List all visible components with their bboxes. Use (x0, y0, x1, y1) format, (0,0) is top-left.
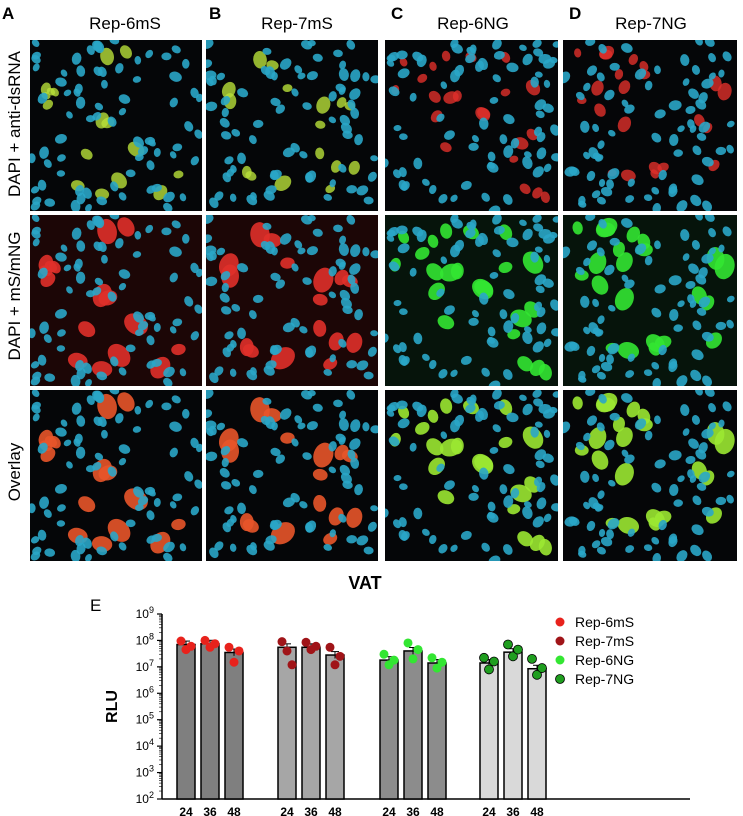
x-tick-label: 36 (406, 805, 420, 816)
data-point-rep-6ng (432, 663, 442, 673)
data-point-rep-6ng (403, 638, 413, 648)
micrograph-rep-7ms-row-3 (206, 390, 378, 561)
data-point-rep-6ms (229, 657, 239, 667)
bar-rep-7ng-24h (479, 662, 499, 800)
micrograph-rep-6ms-row-1 (30, 40, 202, 211)
micrograph-rep-7ng-row-3 (563, 390, 737, 561)
data-point-rep-7ng (503, 639, 513, 650)
chart-title: VAT (348, 573, 381, 593)
data-point-rep-6ms (210, 639, 220, 649)
data-point-rep-7ng (513, 644, 523, 655)
micrograph-rep-6ng-row-3 (385, 390, 558, 561)
data-point-rep-7ms (287, 660, 297, 670)
bar-rep-7ms-48h (325, 654, 345, 800)
data-point-rep-7ng (537, 663, 547, 673)
data-point-rep-7ms (311, 641, 321, 651)
y-axis-label: RLU (104, 690, 121, 723)
micrograph-rep-6ms-row-3 (30, 390, 202, 561)
bar-rep-6ms-48h (224, 651, 244, 800)
x-tick-label: 48 (328, 805, 342, 816)
bar-rep-7ms-36h (301, 646, 321, 800)
data-point-rep-7ms (330, 660, 340, 670)
column-title-rep-7ng: Rep-7NG (615, 14, 687, 33)
x-tick-label: 24 (179, 805, 193, 816)
legend-label-rep-6ms: Rep-6mS (575, 614, 634, 630)
data-point-rep-7ng (527, 654, 537, 664)
column-title-rep-7ms: Rep-7mS (261, 14, 333, 33)
row-label-dsrna: DAPI + anti-dsRNA (5, 51, 24, 197)
data-point-rep-6ms (186, 641, 196, 651)
micrograph-rep-7ng-row-1 (563, 40, 737, 211)
x-tick-label: 48 (227, 805, 241, 816)
data-point-rep-7ng (508, 651, 518, 662)
legend-marker-rep-6ng (555, 655, 565, 665)
legend-marker-rep-7ng (555, 674, 565, 684)
bar-rep-7ng-48h (527, 667, 547, 800)
x-tick-label: 48 (530, 805, 544, 816)
x-tick-label: 24 (482, 805, 496, 816)
y-tick-label: 102 (136, 790, 154, 806)
legend-label-rep-7ms: Rep-7mS (575, 633, 634, 649)
y-tick-label: 109 (136, 605, 154, 621)
x-tick-label: 36 (304, 805, 318, 816)
data-point-rep-6ms (234, 646, 244, 656)
x-tick-label: 36 (203, 805, 217, 816)
data-point-rep-6ms (200, 635, 210, 645)
data-point-rep-7ms (335, 651, 345, 661)
micrograph-rep-6ng-row-2 (385, 215, 558, 386)
data-point-rep-7ng (489, 656, 499, 667)
y-tick-label: 104 (136, 737, 154, 753)
data-point-rep-6ng (413, 645, 423, 655)
row-label-fluorescent-protein: DAPI + mS/mNG (5, 231, 24, 361)
bar-rep-6ms-36h (200, 642, 220, 800)
legend-marker-rep-6ms (555, 617, 565, 627)
column-title-rep-6ng: Rep-6NG (437, 14, 509, 33)
legend-marker-rep-7ms (555, 636, 565, 646)
panel-letter-d: D (569, 4, 582, 23)
data-point-rep-7ms (277, 637, 287, 647)
micrograph-rep-7ng-row-2 (563, 215, 737, 386)
panel-letter-c: C (391, 4, 404, 23)
bar-rep-6ng-24h (379, 659, 399, 800)
data-point-rep-7ms (301, 637, 311, 647)
y-tick-label: 108 (136, 631, 154, 647)
data-point-rep-6ng (427, 653, 437, 663)
micrograph-rep-6ng-row-1 (385, 40, 558, 211)
bar-rep-6ng-48h (427, 662, 447, 800)
micrograph-rep-7ms-row-1 (206, 40, 378, 211)
data-point-rep-6ms (176, 636, 186, 646)
data-point-rep-6ng (379, 649, 389, 659)
data-point-rep-7ng (484, 664, 494, 675)
row-label-overlay: Overlay (5, 442, 24, 502)
x-tick-label: 48 (430, 805, 444, 816)
data-point-rep-6ng (437, 657, 447, 667)
y-tick-label: 103 (136, 764, 154, 780)
x-tick-label: 24 (382, 805, 396, 816)
data-point-rep-7ng (532, 669, 542, 680)
data-point-rep-6ms (224, 642, 234, 652)
y-tick-label: 106 (136, 684, 154, 700)
bar-rep-6ng-36h (403, 650, 423, 800)
y-tick-label: 107 (136, 658, 154, 674)
bar-rep-7ms-24h (277, 646, 297, 800)
column-title-rep-6ms: Rep-6mS (89, 14, 161, 33)
micrograph-rep-6ms-row-2 (30, 215, 202, 386)
panel-letter-b: B (209, 4, 222, 23)
data-point-rep-6ng (389, 655, 399, 665)
vat-bar-chart: VAT 102 103 104 105 106 107 108 109 RLU 24 36 48 24 36… (104, 573, 690, 816)
legend-label-rep-6ng: Rep-6NG (575, 652, 634, 668)
x-tick-label: 24 (280, 805, 294, 816)
legend-label-rep-7ng: Rep-7NG (575, 671, 634, 687)
bar-rep-6ms-24h (176, 643, 196, 800)
bar-rep-7ng-36h (503, 651, 523, 800)
panel-letter-e: E (90, 596, 102, 615)
y-tick-label: 105 (136, 711, 154, 727)
x-tick-label: 36 (506, 805, 520, 816)
data-point-rep-7ng (479, 652, 489, 663)
data-point-rep-6ng (408, 654, 418, 664)
micrograph-rep-7ms-row-2 (206, 215, 378, 386)
data-point-rep-7ms (325, 642, 335, 652)
panel-letter-a: A (2, 4, 15, 23)
data-point-rep-7ms (282, 646, 292, 656)
